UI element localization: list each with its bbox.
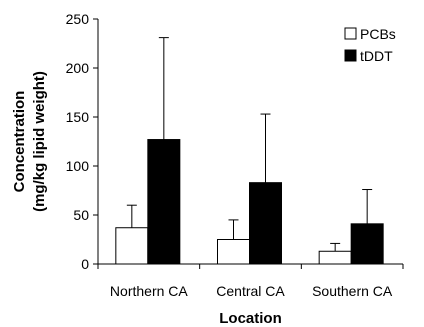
y-tick-label: 200 (66, 60, 90, 76)
legend-swatch-pcbs (344, 27, 357, 40)
bar-pcbs-3 (318, 250, 352, 265)
legend-label-pcbs: PCBs (360, 26, 396, 42)
y-tick-label: 50 (73, 207, 89, 223)
y-tick-label: 150 (66, 109, 90, 125)
y-axis-title-line-2: (mg/kg lipid weight) (31, 71, 48, 212)
bar-pcbs-1 (115, 227, 149, 265)
bar-tddt-3 (350, 223, 384, 265)
bar-tddt-2 (249, 182, 282, 265)
x-axis-title: Location (219, 310, 282, 327)
bar-pcbs-2 (217, 239, 250, 265)
x-tick-label: Southern CA (312, 283, 393, 299)
y-axis-title-line-1: Concentration (11, 91, 28, 193)
y-tick-label: 100 (66, 158, 90, 174)
x-tick-label: Northern CA (110, 283, 188, 299)
bar-tddt-1 (147, 139, 181, 265)
legend-swatch-tddt (344, 49, 357, 62)
y-tick-label: 0 (81, 256, 89, 272)
y-tick-label: 250 (66, 11, 90, 27)
legend-label-tddt: tDDT (360, 48, 393, 64)
x-tick-label: Central CA (216, 283, 285, 299)
